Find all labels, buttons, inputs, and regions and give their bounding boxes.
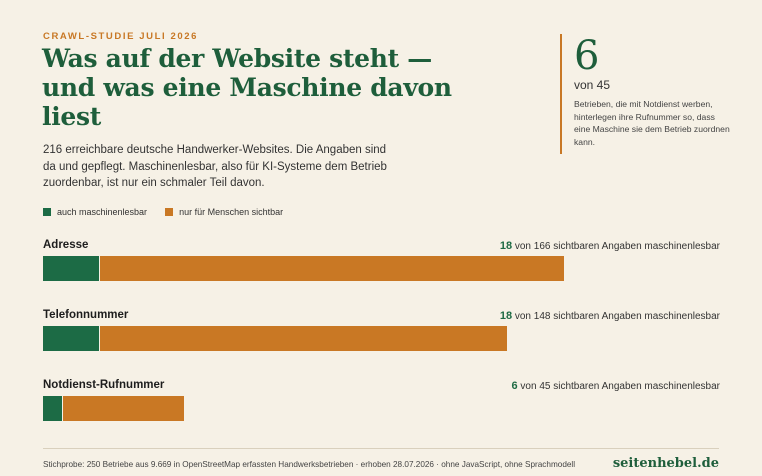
footer-divider: [43, 448, 719, 449]
stat-value: 6: [574, 33, 600, 79]
stacked-bar: [43, 396, 185, 421]
row-annotation: 6 von 45 sichtbaren Angaben maschinenles…: [512, 380, 720, 392]
brand-logo: seitenhebel.de: [612, 456, 719, 471]
stacked-bar: [43, 326, 508, 351]
annotation-text: von 148 sichtbaren Angaben maschinenlesb…: [512, 311, 720, 322]
row-annotation: 18 von 148 sichtbaren Angaben maschinenl…: [500, 310, 720, 322]
annotation-number: 18: [499, 310, 513, 322]
annotation-number: 6: [511, 380, 518, 392]
annotation-number: 18: [499, 240, 513, 252]
stat-of: von 45: [574, 78, 611, 92]
category-label: Notdienst-Rufnummer: [43, 379, 165, 391]
bar-segment-human: [62, 396, 185, 421]
bar-segment-machine: [43, 396, 62, 421]
stacked-bar: [43, 256, 564, 281]
legend-label-human: nur für Menschen sichtbar: [179, 207, 284, 217]
page-title: Was auf der Website steht — und was eine…: [42, 44, 452, 131]
category-label: Telefonnummer: [43, 309, 129, 321]
eyebrow-label: CRAWL-STUDIE JULI 2026: [43, 31, 199, 42]
legend-item-human: nur für Menschen sichtbar: [165, 207, 283, 217]
bar-segment-machine: [43, 256, 100, 281]
bar-segment-human: [100, 326, 508, 351]
stat-description: Betrieben, die mit Notdienst werben, hin…: [574, 99, 730, 147]
annotation-text: von 45 sichtbaren Angaben maschinenlesba…: [517, 381, 720, 392]
legend-label-machine: auch maschinenlesbar: [57, 207, 148, 217]
intro-text: 216 erreichbare deutsche Handwerker-Webs…: [43, 144, 387, 189]
legend-swatch-human: [165, 208, 174, 216]
category-label: Adresse: [43, 239, 89, 251]
legend: auch maschinenlesbar nur für Menschen si…: [43, 207, 301, 217]
annotation-text: von 166 sichtbaren Angaben maschinenlesb…: [512, 241, 720, 252]
legend-swatch-machine: [43, 208, 51, 216]
footer-source: Stichprobe: 250 Betriebe aus 9.669 in Op…: [43, 460, 576, 469]
stat-callout: 6 von 45 Betrieben, die mit Notdienst we…: [560, 34, 730, 154]
bar-segment-human: [100, 256, 564, 281]
legend-item-machine: auch maschinenlesbar: [43, 207, 147, 217]
bar-segment-machine: [43, 326, 100, 351]
row-annotation: 18 von 166 sichtbaren Angaben maschinenl…: [500, 240, 720, 252]
